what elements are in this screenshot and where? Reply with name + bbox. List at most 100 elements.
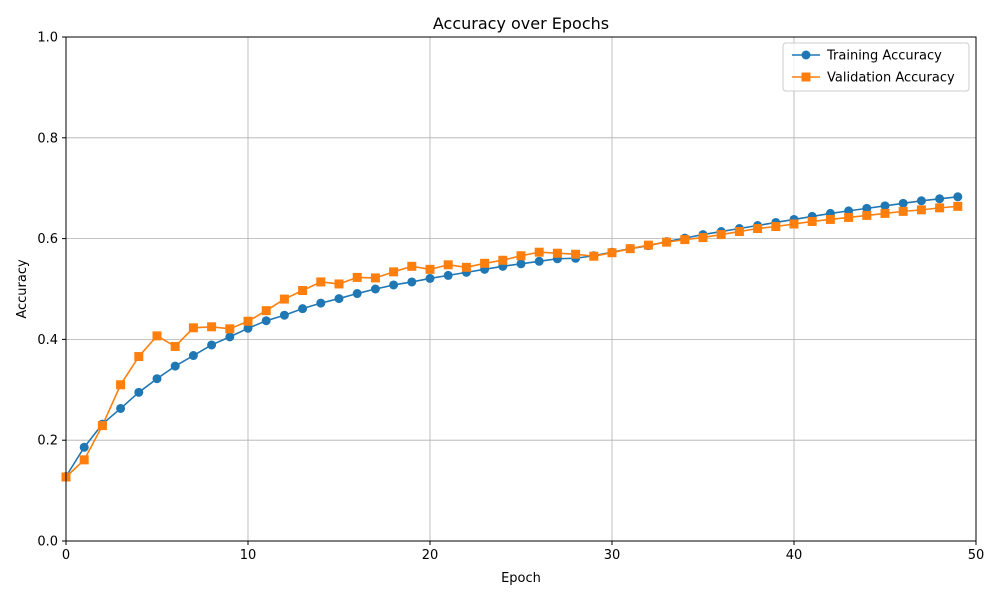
legend-label-2: Validation Accuracy: [827, 71, 955, 86]
data-point-square: [825, 214, 835, 224]
data-point-circle: [134, 387, 144, 397]
data-point-square: [698, 233, 708, 243]
data-point-square: [480, 258, 490, 268]
data-point-square: [316, 277, 326, 287]
data-point-square: [534, 247, 544, 257]
data-point-circle: [243, 323, 253, 333]
plot-frame: [65, 36, 977, 542]
data-point-square: [279, 294, 289, 304]
data-point-circle: [116, 403, 126, 413]
data-point-circle: [862, 203, 872, 213]
data-point-circle: [389, 280, 399, 290]
data-point-square: [152, 331, 162, 341]
y-tick-label: 0.4: [37, 333, 58, 348]
data-point-square: [389, 267, 399, 277]
y-tick-label: 0.6: [37, 232, 58, 247]
legend-box: [782, 42, 970, 92]
data-point-circle: [316, 298, 326, 308]
data-point-circle: [170, 361, 180, 371]
data-point-square: [862, 210, 872, 220]
data-point-square: [552, 248, 562, 258]
data-point-circle: [534, 256, 544, 266]
chart-title: Accuracy over Epochs: [433, 14, 609, 33]
data-point-square: [953, 201, 963, 211]
data-point-circle: [425, 273, 435, 283]
data-point-square: [334, 279, 344, 289]
legend-marker-square: [801, 72, 811, 82]
data-point-square: [188, 323, 198, 333]
data-point-square: [352, 272, 362, 282]
data-point-square: [753, 224, 763, 234]
data-point-circle: [298, 304, 308, 314]
data-point-square: [134, 352, 144, 362]
data-point-square: [607, 248, 617, 258]
series-markers: [61, 192, 963, 482]
data-point-circle: [516, 259, 526, 269]
data-point-circle: [207, 340, 217, 350]
data-point-circle: [334, 294, 344, 304]
data-point-square: [370, 273, 380, 283]
data-point-square: [461, 262, 471, 272]
x-tick-label: 30: [604, 548, 621, 563]
y-axis: 0.0 0.2 0.4 0.6 0.8 1.0: [37, 31, 66, 550]
data-point-circle: [916, 196, 926, 206]
data-point-square: [298, 286, 308, 296]
data-point-square: [898, 206, 908, 216]
data-point-square: [571, 249, 581, 259]
data-point-circle: [935, 194, 945, 204]
data-point-square: [916, 205, 926, 215]
data-point-square: [807, 216, 817, 226]
data-point-square: [170, 341, 180, 351]
data-point-square: [680, 235, 690, 245]
data-point-square: [662, 237, 672, 247]
data-point-circle: [407, 277, 417, 287]
legend: Training Accuracy Validation Accuracy: [782, 42, 970, 92]
data-point-square: [116, 380, 126, 390]
data-point-square: [589, 251, 599, 261]
y-tick-label: 0.2: [37, 434, 58, 449]
data-point-square: [935, 203, 945, 213]
data-point-square: [716, 230, 726, 240]
y-tick-label: 0.0: [37, 535, 58, 550]
data-point-circle: [352, 289, 362, 299]
data-point-circle: [225, 332, 235, 342]
data-point-square: [207, 322, 217, 332]
x-tick-label: 10: [240, 548, 257, 563]
data-point-square: [625, 244, 635, 254]
y-tick-label: 1.0: [37, 31, 58, 46]
data-point-circle: [443, 270, 453, 280]
data-point-square: [407, 261, 417, 271]
y-tick-label: 0.8: [37, 131, 58, 146]
data-point-square: [771, 222, 781, 232]
data-point-square: [516, 251, 526, 261]
x-tick-label: 40: [786, 548, 803, 563]
data-point-square: [79, 455, 89, 465]
data-point-square: [643, 240, 653, 250]
data-point-circle: [898, 198, 908, 208]
data-point-circle: [152, 374, 162, 384]
data-point-square: [243, 316, 253, 326]
data-point-square: [225, 324, 235, 334]
data-point-square: [734, 227, 744, 237]
data-point-circle: [188, 351, 198, 361]
x-axis: 0 10 20 30 40 50: [62, 541, 984, 563]
data-point-circle: [880, 201, 890, 211]
data-point-square: [443, 260, 453, 270]
data-point-circle: [261, 316, 271, 326]
data-point-square: [498, 255, 508, 265]
x-tick-label: 20: [422, 548, 439, 563]
x-axis-title: Epoch: [501, 571, 541, 586]
data-point-square: [880, 208, 890, 218]
data-point-square: [97, 421, 107, 431]
data-point-square: [844, 212, 854, 222]
legend-label-1: Training Accuracy: [826, 49, 942, 64]
x-tick-label: 0: [62, 548, 70, 563]
data-point-circle: [370, 284, 380, 294]
data-point-circle: [279, 310, 289, 320]
legend-marker-circle: [801, 50, 811, 60]
x-tick-label: 50: [968, 548, 985, 563]
data-point-circle: [953, 192, 963, 202]
data-point-square: [425, 264, 435, 274]
